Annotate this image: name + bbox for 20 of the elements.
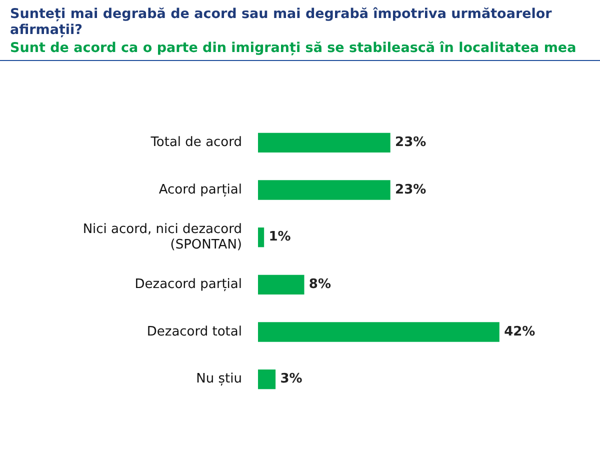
y-tick-label: Nici acord, nici dezacord (SPONTAN) xyxy=(82,222,242,253)
data-label: 42% xyxy=(504,324,536,340)
chart-title: Sunteți mai degrabă de acord sau mai degrabă împotriva următoarelor afirmații? xyxy=(10,6,553,38)
data-label: 3% xyxy=(280,372,302,387)
y-tick-label: Total de acord xyxy=(150,135,242,150)
data-label: 8% xyxy=(308,277,331,292)
data-label: 23% xyxy=(395,182,426,198)
bar xyxy=(258,274,304,294)
y-tick-label: Acord parțial xyxy=(158,182,242,198)
data-label: 1% xyxy=(268,230,291,245)
bar xyxy=(258,180,390,200)
bar xyxy=(258,132,390,152)
chart-subtitle: Sunt de acord ca o parte din imigranți să se stabilească în localitatea mea xyxy=(10,40,578,56)
data-label: 23% xyxy=(395,135,426,150)
bar xyxy=(258,370,276,390)
bar xyxy=(258,228,264,248)
bar xyxy=(258,322,500,342)
y-tick-label: Dezacord total xyxy=(146,324,242,340)
y-tick-label: Nu știu xyxy=(196,372,242,387)
y-tick-label: Dezacord parțial xyxy=(134,277,242,292)
